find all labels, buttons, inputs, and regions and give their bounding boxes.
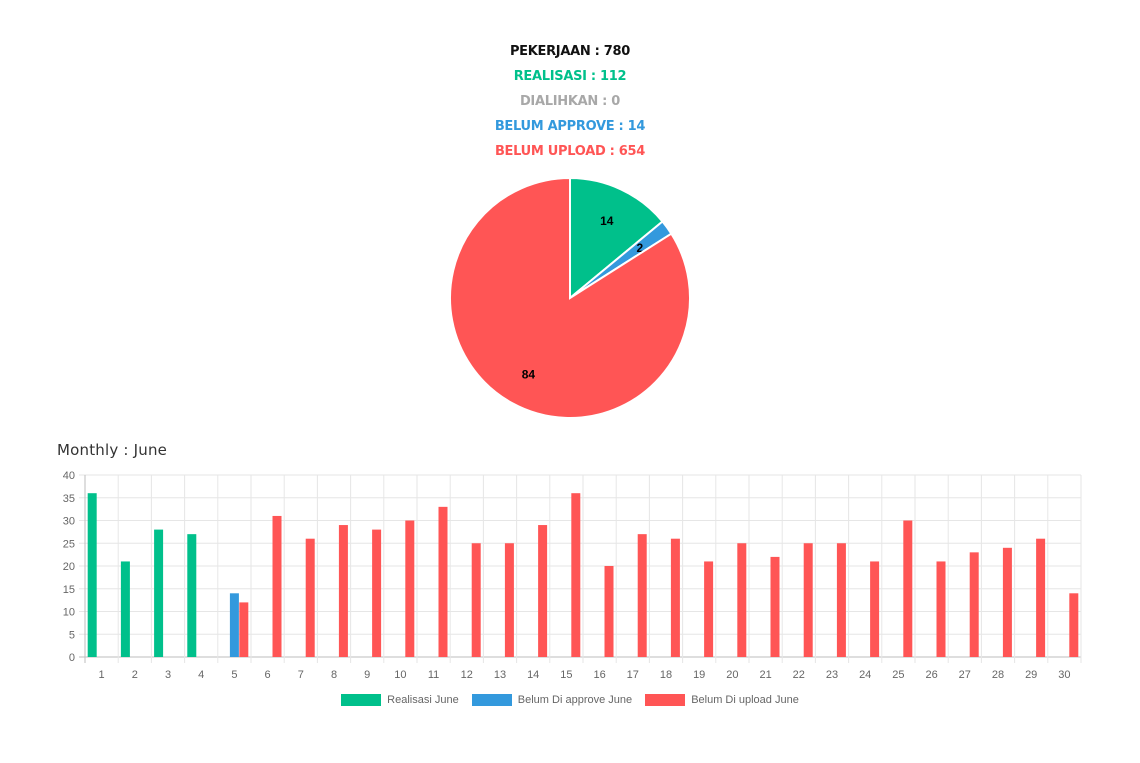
x-tick-label: 10 xyxy=(394,669,406,681)
x-tick-label: 13 xyxy=(494,669,506,681)
x-tick-label: 20 xyxy=(726,669,738,681)
bar-belum-di-upload-june-23[interactable] xyxy=(836,543,846,657)
x-tick-label: 28 xyxy=(992,669,1004,681)
bar-belum-di-upload-june-28[interactable] xyxy=(1002,547,1012,657)
y-tick-label: 10 xyxy=(63,607,75,619)
summary-dialihkan: DIALIHKAN : 0 xyxy=(519,94,621,109)
bar-belum-di-upload-june-13[interactable] xyxy=(504,543,514,657)
x-tick-label: 16 xyxy=(593,669,605,681)
x-tick-label: 27 xyxy=(959,669,971,681)
bar-belum-di-upload-june-9[interactable] xyxy=(372,529,382,657)
summary-panel: PEKERJAAN : 780 REALISASI : 112 DIALIHKA… xyxy=(0,42,1140,167)
pie-chart: 14 2 84 xyxy=(449,176,691,419)
bar-belum-di-upload-june-21[interactable] xyxy=(770,556,780,657)
bar-belum-di-upload-june-12[interactable] xyxy=(471,543,481,657)
x-tick-label: 18 xyxy=(660,669,672,681)
pie-slice-label-2: 84 xyxy=(522,368,536,382)
bar-belum-di-upload-june-25[interactable] xyxy=(903,520,913,658)
bar-realisasi-june-3[interactable] xyxy=(154,529,164,657)
x-tick-label: 6 xyxy=(265,669,271,681)
bar-belum-di-upload-june-14[interactable] xyxy=(538,525,548,657)
bar-belum-di-upload-june-30[interactable] xyxy=(1069,593,1079,657)
x-tick-label: 7 xyxy=(298,669,304,681)
bar-belum-di-upload-june-7[interactable] xyxy=(305,538,315,657)
bar-realisasi-june-2[interactable] xyxy=(120,561,130,657)
bar-realisasi-june-4[interactable] xyxy=(187,534,197,657)
x-tick-label: 3 xyxy=(165,669,171,681)
x-tick-label: 29 xyxy=(1025,669,1037,681)
bar-belum-di-upload-june-6[interactable] xyxy=(272,515,282,657)
bar-belum-di-approve-june-5[interactable] xyxy=(229,593,239,657)
pie-slice-label-1: 2 xyxy=(637,241,644,255)
x-tick-label: 17 xyxy=(627,669,639,681)
x-tick-label: 4 xyxy=(198,669,204,681)
bar-belum-di-upload-june-24[interactable] xyxy=(870,561,880,657)
y-tick-label: 30 xyxy=(63,516,75,528)
x-tick-label: 26 xyxy=(925,669,937,681)
bar-realisasi-june-1[interactable] xyxy=(87,493,97,657)
bar-belum-di-upload-june-10[interactable] xyxy=(405,520,415,658)
y-tick-label: 0 xyxy=(69,652,75,664)
pie-slice-2[interactable] xyxy=(449,176,691,419)
legend-item-realisasi[interactable]: Realisasi June xyxy=(341,694,459,706)
bar-belum-di-upload-june-16[interactable] xyxy=(604,566,614,657)
legend-item-belum-upload[interactable]: Belum Di upload June xyxy=(645,694,799,706)
y-tick-label: 20 xyxy=(63,561,75,573)
x-tick-label: 14 xyxy=(527,669,539,681)
x-tick-label: 1 xyxy=(99,669,105,681)
x-tick-label: 25 xyxy=(892,669,904,681)
x-tick-label: 8 xyxy=(331,669,337,681)
summary-belum-approve: BELUM APPROVE : 14 xyxy=(494,119,646,134)
x-tick-label: 11 xyxy=(428,669,439,681)
bar-belum-di-upload-june-18[interactable] xyxy=(670,538,680,657)
y-tick-label: 35 xyxy=(63,493,75,505)
x-tick-label: 5 xyxy=(231,669,237,681)
monthly-chart-title: Monthly : June xyxy=(57,441,168,459)
x-tick-label: 21 xyxy=(759,669,771,681)
y-tick-label: 40 xyxy=(63,470,75,482)
x-tick-label: 24 xyxy=(859,669,871,681)
bar-belum-di-upload-june-15[interactable] xyxy=(571,493,581,657)
x-tick-label: 15 xyxy=(560,669,572,681)
legend-swatch-belum-approve xyxy=(471,694,512,706)
bar-belum-di-upload-june-8[interactable] xyxy=(338,525,348,657)
legend-item-belum-approve[interactable]: Belum Di approve June xyxy=(471,694,633,706)
bar-belum-di-upload-june-26[interactable] xyxy=(936,561,946,657)
y-tick-label: 5 xyxy=(69,629,75,641)
bar-chart-legend: Realisasi June Belum Di approve June Bel… xyxy=(0,694,1140,709)
bar-belum-di-upload-june-19[interactable] xyxy=(704,561,714,657)
x-tick-label: 2 xyxy=(132,669,138,681)
legend-label-belum-upload: Belum Di upload June xyxy=(691,694,799,706)
legend-label-realisasi: Realisasi June xyxy=(387,694,459,706)
y-tick-label: 25 xyxy=(63,538,75,550)
summary-belum-upload: BELUM UPLOAD : 654 xyxy=(494,144,646,159)
bar-belum-di-upload-june-17[interactable] xyxy=(637,534,647,657)
pie-slice-0[interactable] xyxy=(569,176,664,301)
y-tick-label: 15 xyxy=(63,584,75,596)
bar-belum-di-upload-june-22[interactable] xyxy=(803,543,813,657)
x-tick-label: 9 xyxy=(364,669,370,681)
x-tick-label: 30 xyxy=(1058,669,1070,681)
bar-belum-di-upload-june-27[interactable] xyxy=(969,552,979,657)
summary-pekerjaan: PEKERJAAN : 780 xyxy=(509,44,631,59)
x-tick-label: 12 xyxy=(461,669,473,681)
legend-label-belum-approve: Belum Di approve June xyxy=(517,694,633,706)
bar-belum-di-upload-june-11[interactable] xyxy=(438,506,448,657)
pie-slice-label-0: 14 xyxy=(600,214,614,228)
x-tick-label: 19 xyxy=(693,669,705,681)
legend-swatch-realisasi xyxy=(341,694,382,706)
bar-belum-di-upload-june-5[interactable] xyxy=(239,602,249,657)
x-tick-label: 23 xyxy=(826,669,838,681)
summary-realisasi: REALISASI : 112 xyxy=(513,69,627,84)
bar-belum-di-upload-june-29[interactable] xyxy=(1036,538,1046,657)
legend-swatch-belum-upload xyxy=(645,694,686,706)
bar-belum-di-upload-june-20[interactable] xyxy=(737,543,747,657)
x-tick-label: 22 xyxy=(793,669,805,681)
